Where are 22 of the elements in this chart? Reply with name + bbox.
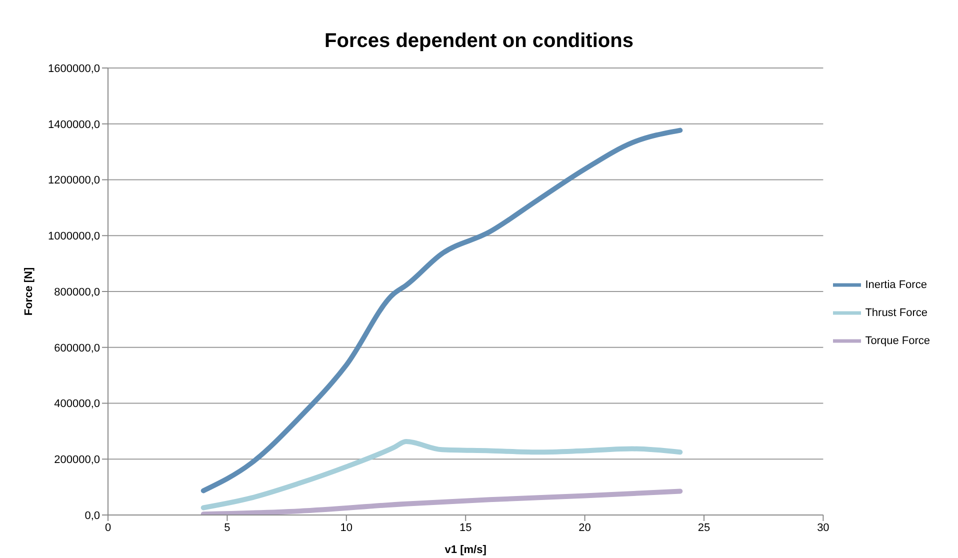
x-tick-label: 25 <box>698 522 710 534</box>
y-tick-label: 1000000,0 <box>48 230 100 243</box>
y-tick-label: 0,0 <box>84 510 100 522</box>
x-tick-label: 20 <box>578 522 591 534</box>
y-tick-label: 1600000,0 <box>48 62 100 75</box>
legend-label: Thrust Force <box>865 306 928 318</box>
y-tick-label: 400000,0 <box>54 398 100 410</box>
y-tick-label: 200000,0 <box>54 454 100 466</box>
y-tick-label: 1400000,0 <box>48 118 100 131</box>
y-tick-label: 1200000,0 <box>48 174 100 187</box>
x-tick-label: 0 <box>104 522 112 534</box>
x-tick-label: 5 <box>224 522 230 534</box>
chart-title: Forces dependent on conditions <box>324 29 634 54</box>
legend-label: Inertia Force <box>865 278 927 290</box>
y-axis-title: Force [N] <box>22 267 35 316</box>
legend-label: Torque Force <box>865 334 930 346</box>
y-tick-label: 600000,0 <box>54 342 100 354</box>
x-tick-label: 10 <box>340 522 353 534</box>
y-tick-label: 800000,0 <box>54 286 100 298</box>
x-tick-label: 30 <box>817 522 830 534</box>
x-tick-label: 15 <box>459 522 472 534</box>
x-axis-title: v1 [m/s] <box>444 544 487 556</box>
